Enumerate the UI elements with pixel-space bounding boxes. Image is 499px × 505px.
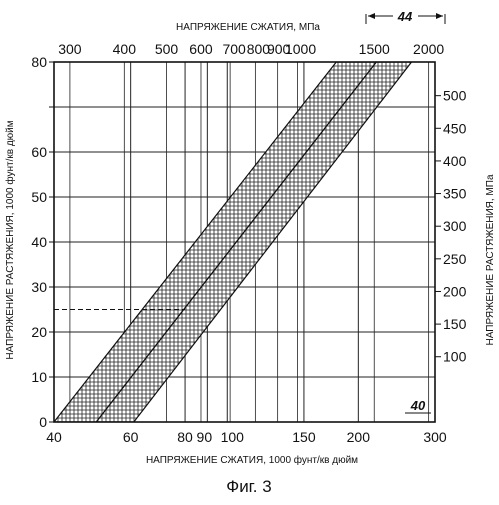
x-tick-label-80: 80 xyxy=(177,429,193,445)
x2-tick-label-300: 300 xyxy=(58,41,82,57)
y-tick-label-10: 10 xyxy=(31,369,47,385)
x2-tick-label-1500: 1500 xyxy=(359,41,390,57)
x2-tick-label-700: 700 xyxy=(222,41,246,57)
y2-tick-label-100: 100 xyxy=(443,349,467,365)
y-tick-label-50: 50 xyxy=(31,189,47,205)
x-tick-label-200: 200 xyxy=(347,429,371,445)
x-tick-label-60: 60 xyxy=(123,429,139,445)
y-tick-label-30: 30 xyxy=(31,279,47,295)
x-tick-label-150: 150 xyxy=(292,429,316,445)
figure-caption: Фиг. 3 xyxy=(226,477,271,496)
y2-tick-label-400: 400 xyxy=(443,153,467,169)
y-tick-label-20: 20 xyxy=(31,324,47,340)
x2-tick-label-600: 600 xyxy=(189,41,213,57)
y2-tick-label-350: 350 xyxy=(443,186,467,202)
y-tick-label-80: 80 xyxy=(31,54,47,70)
y2-tick-label-450: 450 xyxy=(443,120,467,136)
y-tick-label-60: 60 xyxy=(31,144,47,160)
figure-ref-40: 40 xyxy=(410,398,426,413)
left-axis-title: НАПРЯЖЕНИЕ РАСТЯЖЕНИЯ, 1000 фунт/кв дюйм xyxy=(4,120,16,359)
x-tick-label-90: 90 xyxy=(197,429,213,445)
x-tick-label-40: 40 xyxy=(46,429,62,445)
x-tick-label-300: 300 xyxy=(423,429,447,445)
x2-tick-label-1000: 1000 xyxy=(285,41,316,57)
bracket-label-44: 44 xyxy=(397,9,413,24)
y2-tick-label-200: 200 xyxy=(443,283,467,299)
y2-tick-label-300: 300 xyxy=(443,218,467,234)
y-tick-label-0: 0 xyxy=(39,414,47,430)
x-tick-label-100: 100 xyxy=(221,429,245,445)
x2-tick-label-400: 400 xyxy=(113,41,137,57)
y2-tick-label-250: 250 xyxy=(443,251,467,267)
right-axis-title: НАПРЯЖЕНИЕ РАСТЯЖЕНИЯ, МПа xyxy=(485,174,496,345)
top-axis-title: НАПРЯЖЕНИЕ СЖАТИЯ, МПа xyxy=(176,22,320,33)
x2-tick-label-500: 500 xyxy=(155,41,179,57)
y2-tick-label-500: 500 xyxy=(443,88,467,104)
x2-tick-label-2000: 2000 xyxy=(413,41,444,57)
y2-tick-label-150: 150 xyxy=(443,316,467,332)
y-tick-label-40: 40 xyxy=(31,234,47,250)
bottom-axis-title: НАПРЯЖЕНИЕ СЖАТИЯ, 1000 фунт/кв дюйм xyxy=(146,454,358,466)
